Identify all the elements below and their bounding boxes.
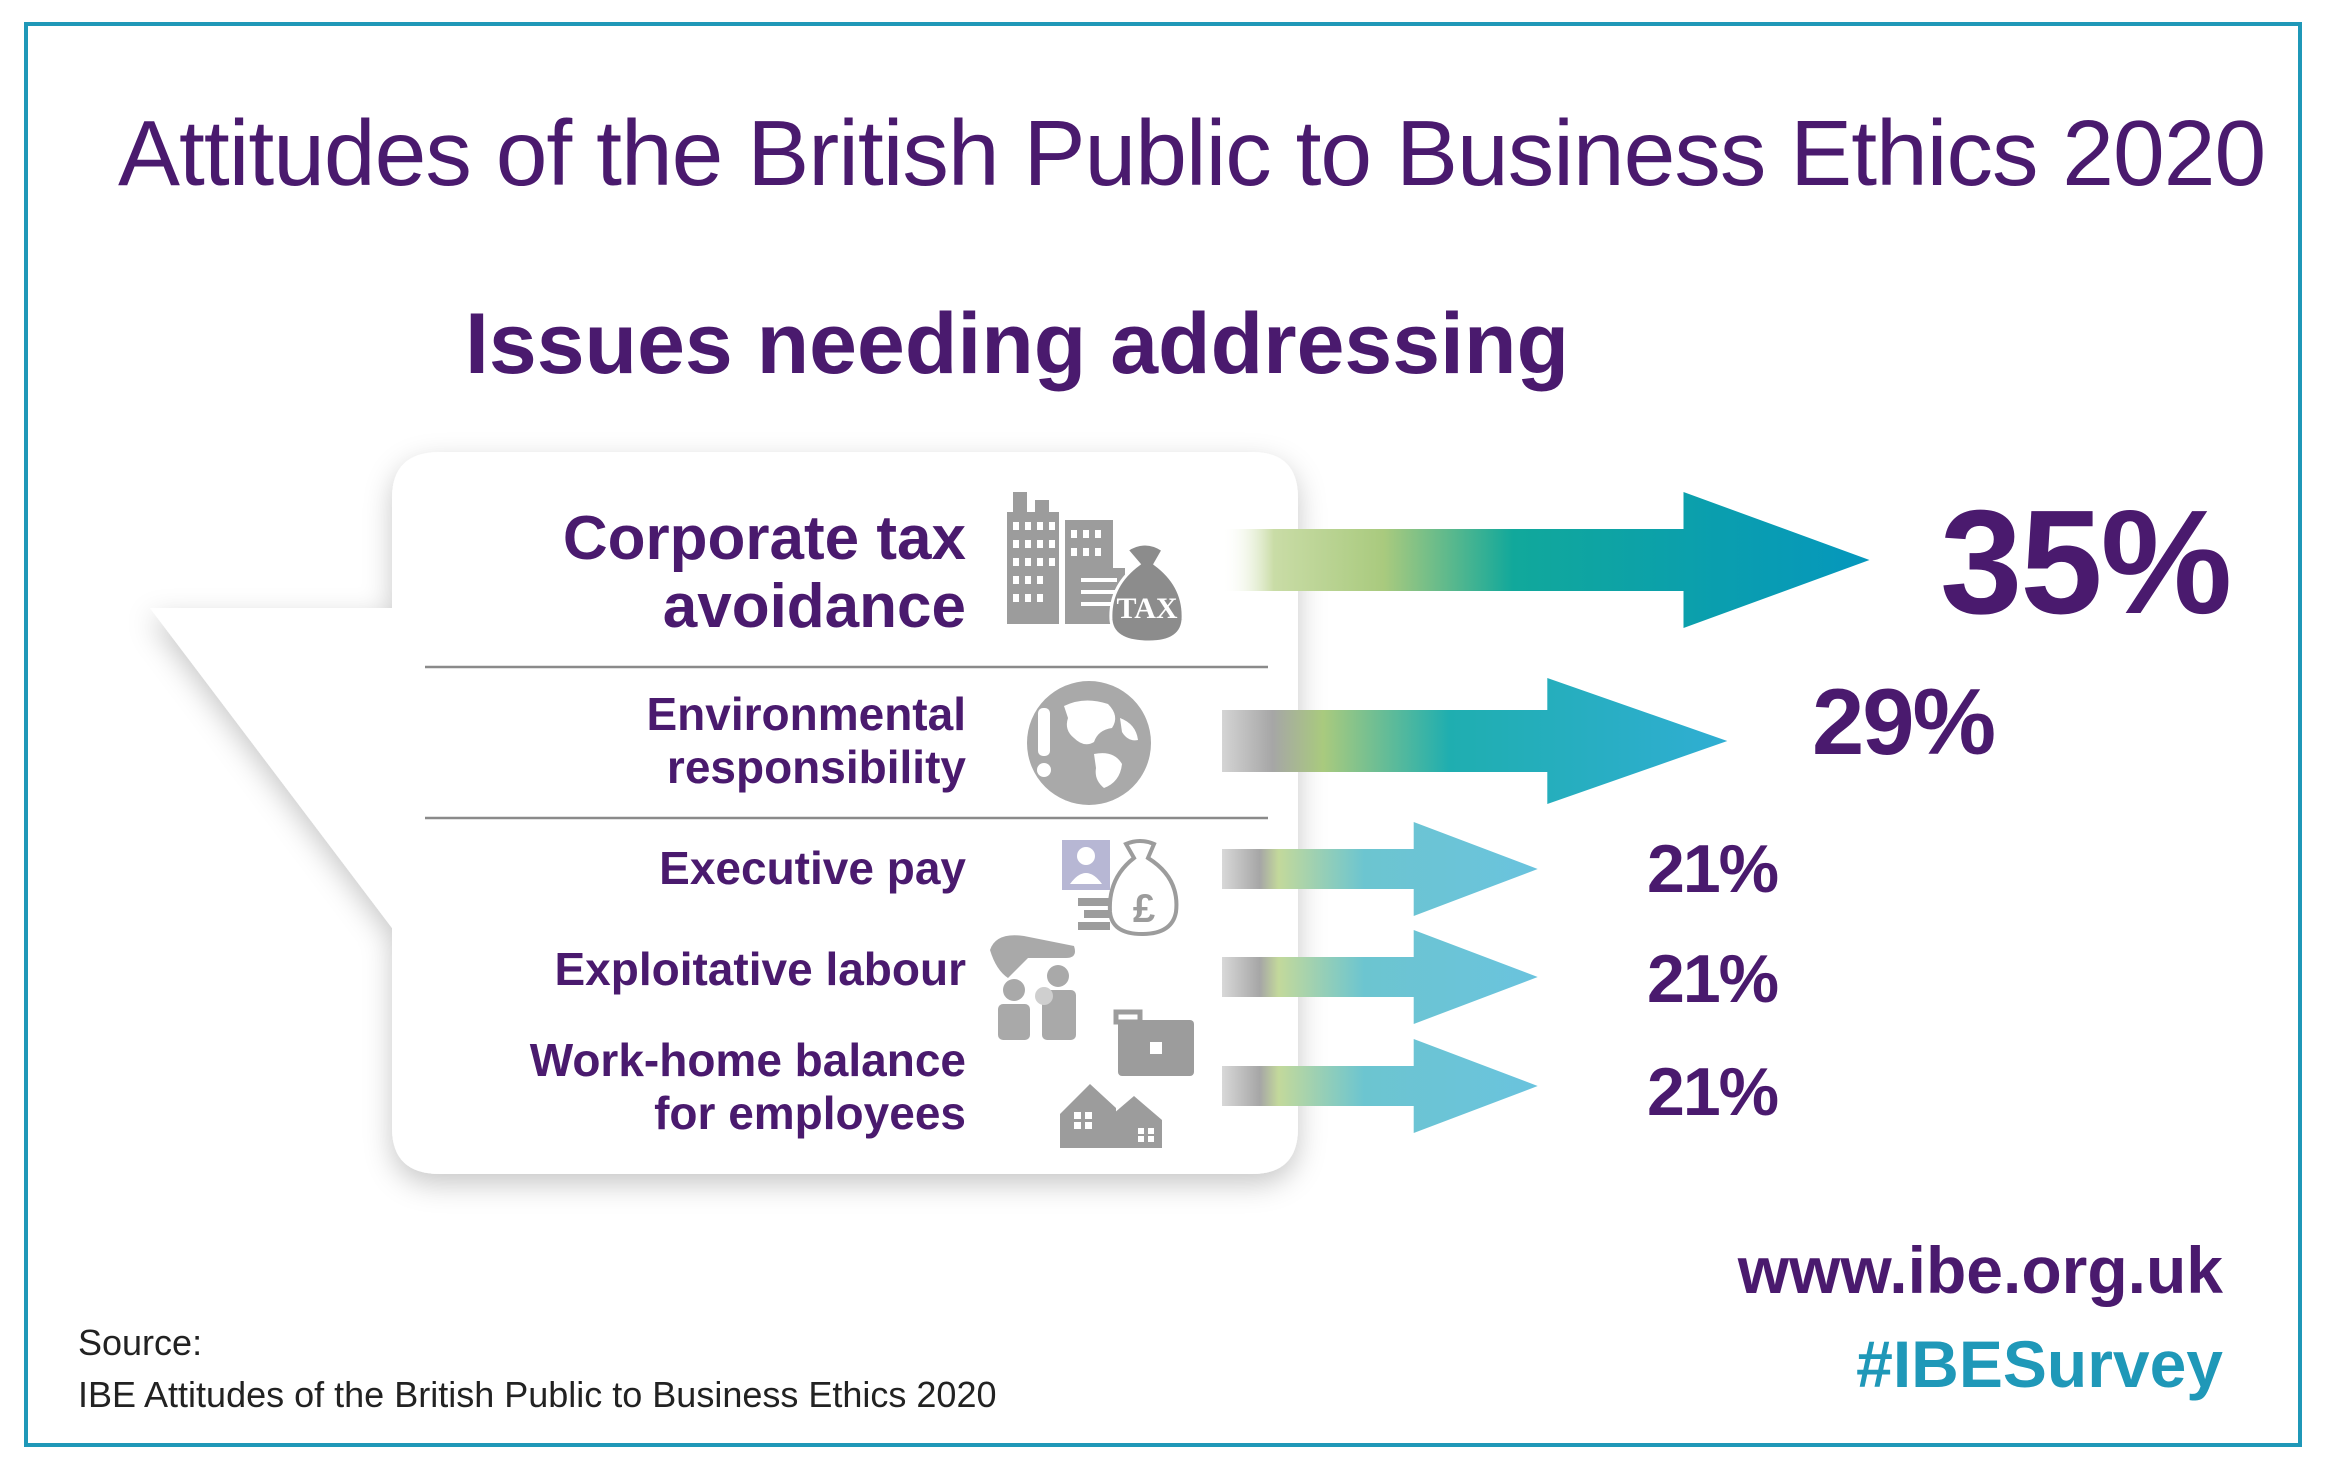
website-link[interactable]: www.ibe.org.uk xyxy=(1737,1233,2223,1307)
page-title: Attitudes of the British Public to Busin… xyxy=(118,101,2266,205)
buildings-tax-bag-icon: TAX xyxy=(1007,492,1185,644)
source-note: Source: IBE Attitudes of the British Pub… xyxy=(78,1317,997,1421)
arrow-executive-pay xyxy=(1222,822,1538,916)
value-label-exploitative-labour: 21% xyxy=(1647,941,1779,1017)
arrow-work-home xyxy=(1222,1039,1538,1133)
arrow-corporate-tax xyxy=(1222,492,1870,628)
hashtag[interactable]: #IBESurvey xyxy=(1856,1327,2223,1401)
source-text: IBE Attitudes of the British Public to B… xyxy=(78,1374,997,1415)
workers-icon xyxy=(990,935,1076,1040)
value-label-executive-pay: 21% xyxy=(1647,831,1779,907)
value-label-corporate-tax: 35% xyxy=(1940,480,2232,645)
source-heading: Source: xyxy=(78,1322,203,1363)
category-label-executive-pay: Executive pay xyxy=(659,842,966,894)
value-label-work-home: 21% xyxy=(1647,1054,1779,1130)
svg-text:TAX: TAX xyxy=(1116,592,1177,625)
category-label-exploitative-labour: Exploitative labour xyxy=(554,943,966,995)
border-frame xyxy=(24,22,2302,1447)
category-label-work-home: Work-home balance for employees xyxy=(529,1034,966,1139)
category-label-environmental: Environmental responsibility xyxy=(646,688,966,793)
house-briefcase-icon xyxy=(1060,1009,1194,1148)
globe-exclamation-icon xyxy=(1027,681,1151,805)
category-label-corporate-tax: Corporate tax avoidance xyxy=(562,504,966,641)
arrow-environmental xyxy=(1222,678,1728,804)
svg-text:£: £ xyxy=(1133,887,1155,931)
chart-subtitle: Issues needing addressing xyxy=(465,296,1570,392)
value-label-environmental: 29% xyxy=(1812,669,1996,774)
executive-money-bag-icon: £ xyxy=(1062,839,1179,937)
arrow-exploitative-labour xyxy=(1222,930,1538,1024)
